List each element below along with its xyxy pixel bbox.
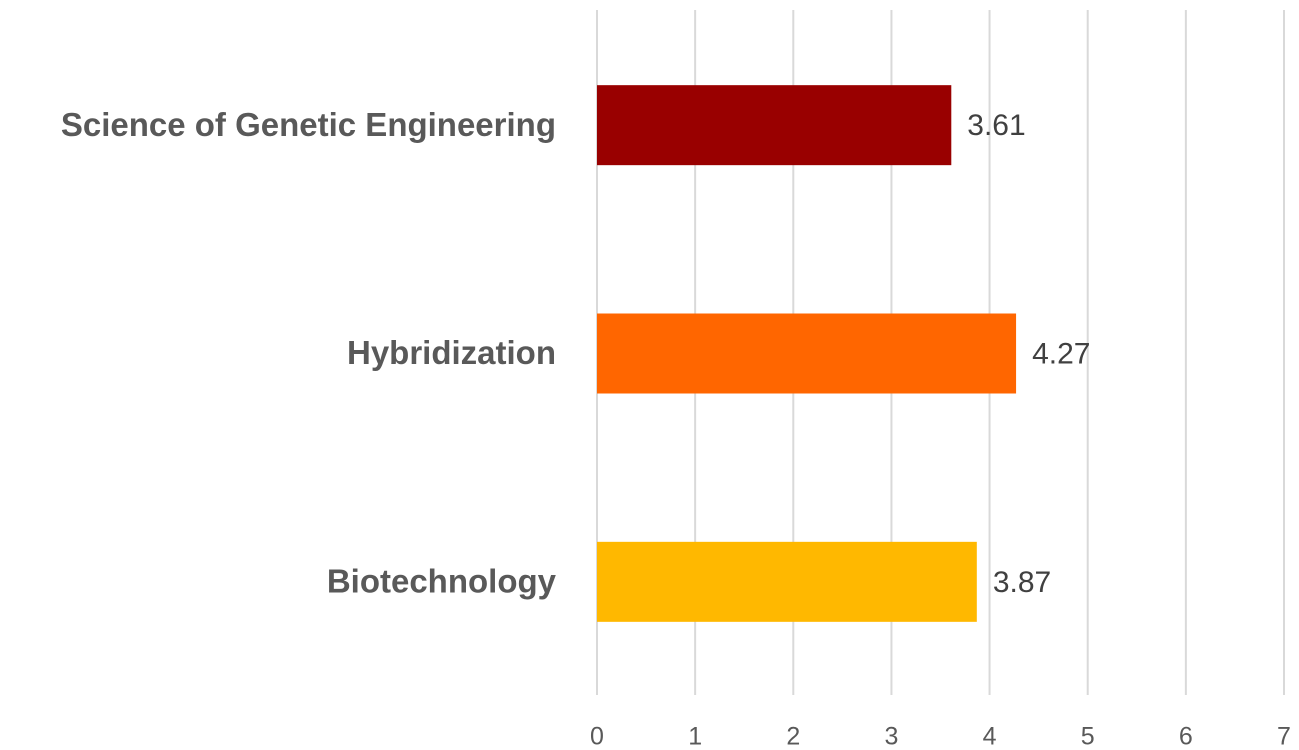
- x-tick-label: 0: [590, 723, 604, 750]
- y-tick-label: Science of Genetic Engineering: [61, 106, 556, 143]
- y-tick-label: Hybridization: [347, 334, 556, 371]
- x-tick-label: 5: [1081, 723, 1095, 750]
- value-label: 3.61: [967, 109, 1025, 142]
- y-tick-label: Biotechnology: [327, 563, 557, 600]
- x-tick-label: 2: [786, 723, 800, 750]
- x-tick-label: 1: [688, 723, 702, 750]
- x-tick-label: 7: [1277, 723, 1291, 750]
- bar: [597, 541, 977, 622]
- bar: [597, 313, 1017, 394]
- value-label: 4.27: [1032, 337, 1090, 370]
- value-label: 3.87: [993, 566, 1051, 599]
- x-tick-label: 3: [884, 723, 898, 750]
- bar: [597, 85, 952, 166]
- x-tick-label: 4: [983, 723, 997, 750]
- x-tick-label: 6: [1179, 723, 1193, 750]
